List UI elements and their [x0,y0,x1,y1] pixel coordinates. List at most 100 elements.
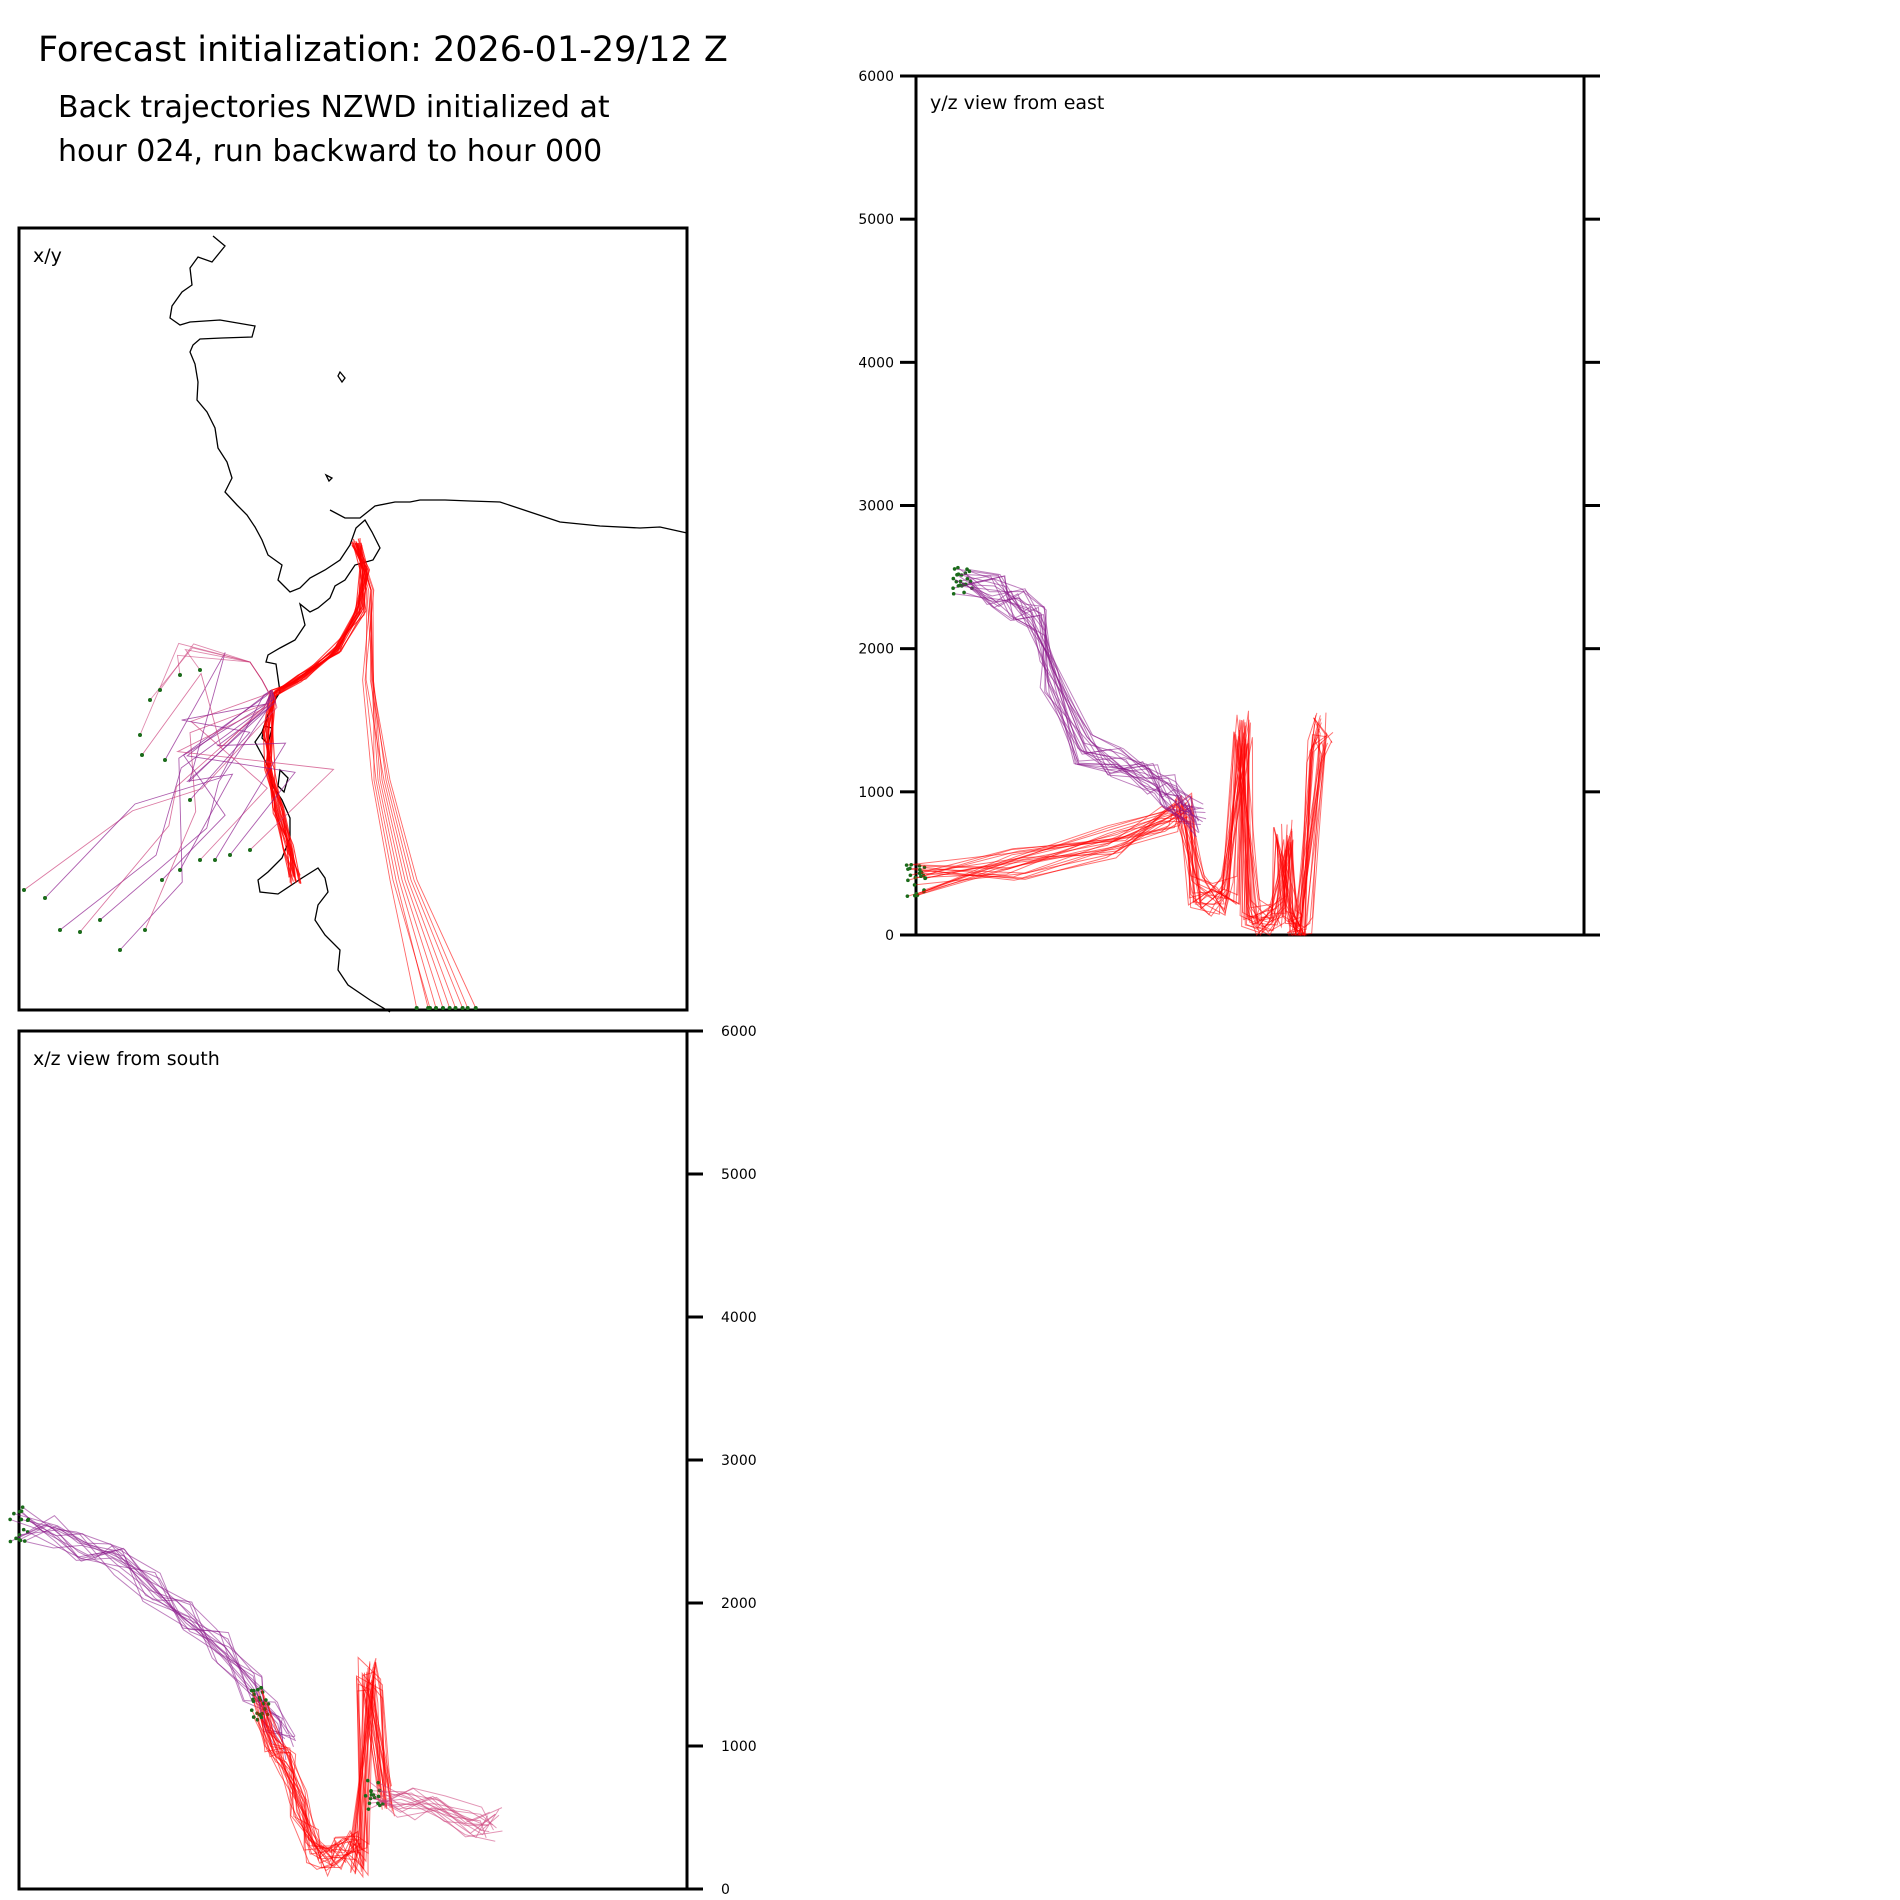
yz-red-trajectory [914,734,1327,930]
xz-s0-trajectory [10,1523,283,1733]
yz-red-endpoint [908,866,912,871]
xz-s1-trajectory [259,1672,386,1875]
xz-s1-trajectory [253,1662,386,1849]
yz-red-endpoint [917,871,922,876]
yz-red-endpoint [912,883,917,887]
xz-ytick-tick-label: 3000 [721,1453,757,1469]
xz-s1-endpoint [249,1688,254,1693]
xy-endpoint [158,688,162,692]
xy-red-trajectory [356,542,451,1009]
xz-s2-endpoint [369,1792,374,1797]
yz-red-trajectory [917,729,1328,934]
xy-endpoint [426,1006,431,1010]
yz-purple-endpoint [965,576,970,581]
xy-purple-trajectory [181,689,273,801]
yz-purple-endpoint [951,591,956,596]
coastline-segment [324,473,334,483]
xz-s0-trajectory [19,1525,296,1740]
xy-endpoint [447,1006,452,1010]
xy-endpoint [98,918,102,922]
yz-ytick-tick-label: 4000 [858,355,894,371]
xz-s2-endpoint [367,1801,372,1806]
yz-red-endpoint [913,893,917,898]
xy-purple-trajectory [164,652,273,783]
xy-endpoint [228,853,232,857]
xz-s0-endpoint [20,1505,25,1510]
yz-ytick-tick-label: 1000 [858,785,894,801]
xy-panel-label: x/y [33,245,62,267]
yz-purple-endpoint [962,590,966,595]
xz-s2-trajectory [378,1792,503,1822]
xz-s1-trajectory [260,1684,382,1878]
xz-s0-trajectory [27,1519,279,1753]
yz-panel-label: y/z view from east [930,92,1104,114]
xz-s2-trajectory [378,1782,489,1826]
xy-endpoint [440,1006,445,1010]
yz-red-trajectory [921,712,1327,937]
yz-purple-trajectory [957,567,1188,825]
xy-endpoint [473,1006,478,1010]
yz-purple-trajectory [961,574,1197,823]
yz-ytick-tick-label: 0 [885,928,894,944]
yz-red-trajectory [909,738,1323,936]
coastline-segment [337,370,346,384]
yz-purple-trajectory [966,578,1192,824]
xy-endpoint [433,1006,438,1010]
figure-subtitle-line1: Back trajectories NZWD initialized at [58,90,610,125]
xz-panel: x/z view from south 0 1000 2000 3000 4000 500… [8,1024,757,1898]
xy-trajectories [23,538,477,1009]
yz-red-trajectory [924,719,1319,936]
coastline-segment [329,499,688,534]
xz-axis: 0 1000 2000 3000 4000 5000 6000 [687,1024,757,1898]
figure-title: Forecast initialization: 2026-01-29/12 Z [38,30,728,70]
yz-purple-endpoint [951,586,955,591]
xz-s1-endpoint [251,1715,256,1719]
xy-endpoint [198,858,202,862]
yz-red-endpoint [905,894,910,898]
xz-s0-endpoint [22,1539,27,1543]
xz-s1-endpoint [259,1685,263,1690]
xz-s1-endpoint [256,1687,260,1692]
xz-s2-trajectory [379,1803,493,1826]
xz-s2-endpoint [376,1794,381,1799]
xz-s2-trajectory [367,1780,489,1839]
xz-s2-endpoint [376,1780,381,1785]
yz-purple-trajectory [963,591,1202,813]
xy-purple-trajectory [214,689,287,861]
xy-purple-trajectory [161,689,274,881]
xy-endpoint [414,1006,419,1010]
xy-purple-trajectory [139,642,271,736]
yz-purple-endpoint [951,576,956,581]
yz-purple-trajectory [969,570,1207,820]
xy-endpoint [248,848,252,852]
xz-s0-endpoint [21,1527,26,1532]
xz-panel-label: x/z view from south [33,1048,220,1070]
yz-ytick-tick-label: 3000 [858,499,894,515]
yz-ytick-tick-label: 6000 [858,69,894,85]
xy-endpoint [460,1006,465,1010]
yz-purple-trajectory [961,578,1193,815]
xz-s1-endpoint [259,1715,264,1720]
xy-frame [17,226,689,1012]
yz-purple-trajectory [971,587,1200,821]
xy-endpoint [465,1006,470,1010]
xz-s0-trajectory [9,1518,284,1751]
xy-endpoint [140,753,144,757]
xy-purple-trajectory [144,689,273,931]
xz-s0-endpoint [12,1511,16,1516]
xy-endpoints [22,668,478,1010]
yz-purple-trajectory [958,585,1196,810]
yz-panel: y/z view from east 0 1000 2000 3000 4000 5000… [858,69,1600,944]
yz-trajectories [904,565,1334,937]
figure-subtitle-line2: hour 024, run backward to hour 000 [58,134,603,169]
xy-purple-trajectory [186,689,296,856]
xy-endpoint [118,948,122,952]
xy-coastline [169,235,688,1013]
yz-red-endpoint [906,878,910,883]
xy-endpoint [22,888,26,892]
xy-endpoint [148,698,152,702]
xz-s0-endpoint [8,1539,13,1544]
xz-ytick-tick-label: 0 [721,1882,730,1898]
xy-endpoint [213,858,217,862]
xz-s2-endpoint [369,1788,373,1793]
